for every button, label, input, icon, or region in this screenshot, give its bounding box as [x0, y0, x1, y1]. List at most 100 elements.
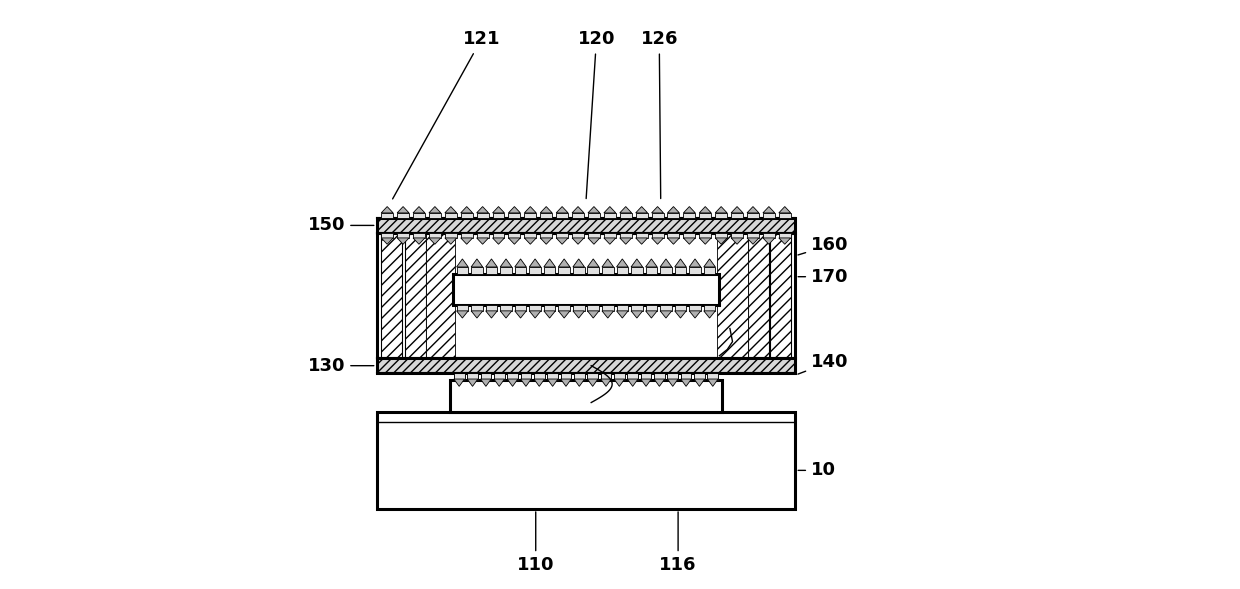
Polygon shape [557, 207, 568, 213]
Bar [651, 213, 663, 218]
Bar [429, 213, 441, 218]
Bar [694, 373, 704, 380]
Polygon shape [732, 238, 743, 244]
Bar [494, 373, 505, 380]
Bar [614, 373, 625, 380]
Polygon shape [481, 379, 491, 386]
Polygon shape [492, 207, 505, 213]
Text: 140: 140 [797, 353, 848, 374]
Bar [573, 305, 584, 311]
Bar [471, 305, 482, 311]
Polygon shape [667, 379, 678, 386]
Polygon shape [515, 259, 526, 267]
Text: 121: 121 [393, 31, 500, 199]
Bar [601, 305, 614, 311]
Polygon shape [667, 364, 678, 373]
Bar [694, 373, 704, 379]
Polygon shape [614, 364, 625, 373]
Bar [492, 233, 505, 238]
Polygon shape [534, 379, 544, 386]
Bar [453, 273, 719, 305]
Bar [574, 373, 584, 379]
Polygon shape [547, 364, 558, 373]
Bar [445, 213, 456, 218]
Bar [699, 213, 712, 218]
Polygon shape [641, 379, 651, 386]
Polygon shape [779, 207, 791, 213]
Bar [481, 373, 491, 380]
Bar [667, 233, 680, 238]
Bar [636, 213, 647, 218]
Bar [627, 373, 639, 379]
Polygon shape [694, 364, 704, 373]
Bar [601, 267, 614, 273]
Polygon shape [574, 379, 584, 386]
Bar [699, 233, 712, 238]
Polygon shape [588, 311, 599, 318]
Bar [560, 373, 572, 379]
Bar [631, 305, 642, 311]
Bar [732, 233, 743, 238]
Polygon shape [588, 259, 599, 267]
Polygon shape [646, 311, 657, 318]
Bar [467, 373, 477, 379]
Bar [515, 267, 526, 273]
Polygon shape [471, 311, 482, 318]
Polygon shape [471, 259, 482, 267]
Bar [746, 233, 759, 238]
Bar [397, 233, 409, 238]
Bar [573, 267, 584, 273]
Text: 126: 126 [641, 31, 678, 198]
Bar [717, 233, 748, 358]
Bar [715, 213, 727, 218]
Bar [558, 305, 570, 311]
Bar [667, 373, 678, 380]
Bar [646, 305, 657, 311]
Polygon shape [667, 207, 680, 213]
Bar [486, 305, 497, 311]
Polygon shape [636, 238, 647, 244]
Bar [500, 305, 512, 311]
Polygon shape [521, 364, 531, 373]
Bar [681, 373, 692, 379]
Polygon shape [557, 238, 568, 244]
Polygon shape [534, 364, 544, 373]
Polygon shape [445, 207, 456, 213]
Polygon shape [646, 259, 657, 267]
Polygon shape [627, 379, 639, 386]
Polygon shape [525, 238, 536, 244]
Polygon shape [681, 364, 692, 373]
Polygon shape [445, 238, 456, 244]
Polygon shape [456, 259, 469, 267]
Bar [763, 213, 775, 218]
Polygon shape [572, 207, 584, 213]
Bar [413, 233, 425, 238]
Bar [627, 373, 639, 380]
Bar [377, 412, 795, 509]
Bar [450, 380, 722, 412]
Polygon shape [708, 364, 718, 373]
Bar [574, 373, 584, 380]
Text: 130: 130 [308, 357, 373, 375]
Bar [521, 373, 531, 379]
Bar [604, 233, 616, 238]
Bar [588, 233, 600, 238]
Polygon shape [573, 311, 584, 318]
Polygon shape [689, 259, 701, 267]
Polygon shape [476, 207, 489, 213]
Polygon shape [704, 259, 715, 267]
Polygon shape [507, 364, 518, 373]
Bar [557, 233, 568, 238]
Bar [544, 267, 556, 273]
Polygon shape [653, 379, 665, 386]
Text: 120: 120 [578, 31, 615, 198]
Bar [515, 305, 526, 311]
Bar [667, 373, 678, 379]
Text: 110: 110 [517, 512, 554, 574]
Bar [667, 213, 680, 218]
Polygon shape [467, 379, 477, 386]
Polygon shape [699, 207, 712, 213]
Polygon shape [600, 364, 611, 373]
Bar [653, 373, 665, 379]
Bar [748, 233, 769, 358]
